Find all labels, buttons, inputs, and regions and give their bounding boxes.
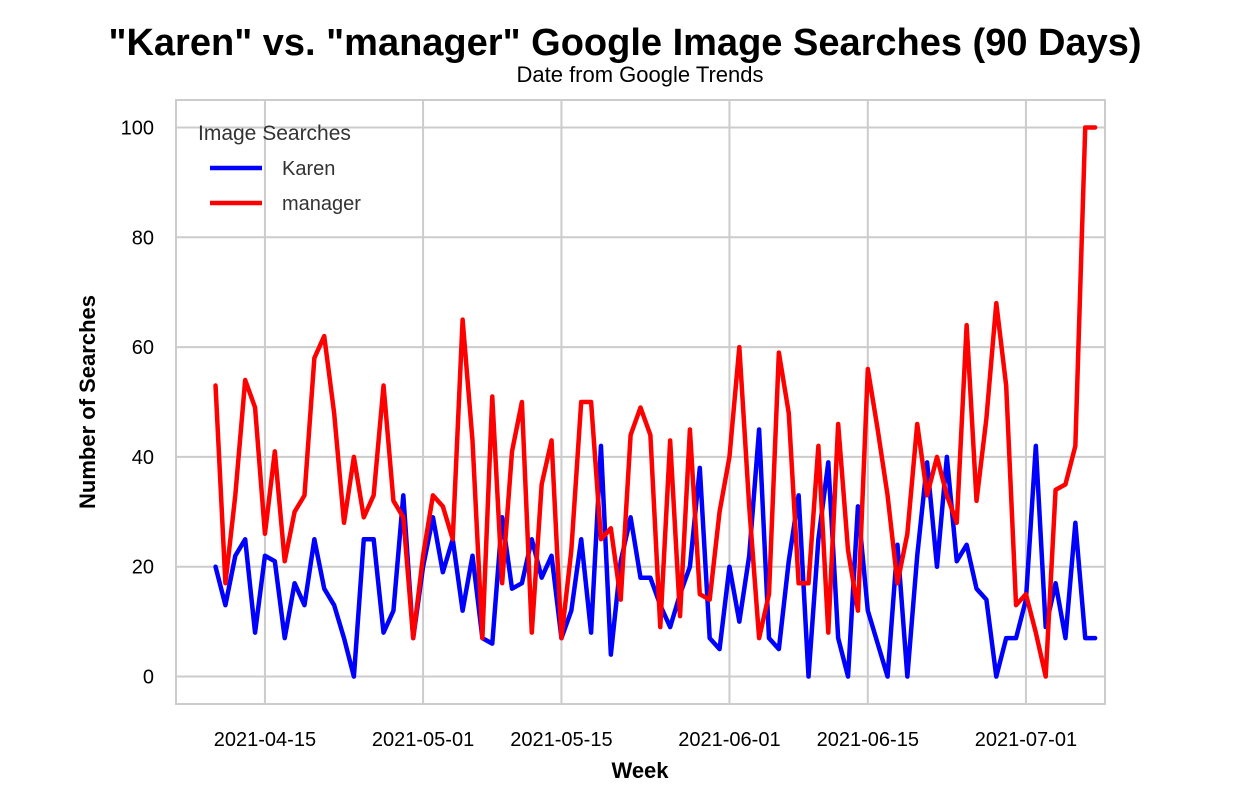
y-tick-label: 40 xyxy=(132,447,154,469)
legend-items: Karen manager xyxy=(210,158,361,215)
y-axis-ticks: 0 20 40 60 80 100 xyxy=(121,117,154,688)
x-tick-label: 2021-06-15 xyxy=(817,729,919,751)
legend-label-karen: Karen xyxy=(282,158,335,180)
legend-label-manager: manager xyxy=(282,193,361,215)
x-tick-label: 2021-05-15 xyxy=(510,729,612,751)
plot-area: 2021-04-15 2021-05-01 2021-05-15 2021-06-01… xyxy=(121,99,1106,751)
series-lines xyxy=(213,125,1098,679)
x-tick-label: 2021-07-01 xyxy=(975,729,1077,751)
x-tick-label: 2021-04-15 xyxy=(214,729,316,751)
series-line-karen xyxy=(213,427,1098,679)
x-tick-label: 2021-06-01 xyxy=(678,729,780,751)
x-axis-ticks: 2021-04-15 2021-05-01 2021-05-15 2021-06-01… xyxy=(214,729,1077,751)
plot-frame xyxy=(175,99,1106,705)
x-tick-label: 2021-05-01 xyxy=(372,729,474,751)
y-axis-label: Number of Searches xyxy=(75,295,100,509)
y-tick-label: 100 xyxy=(121,117,154,139)
x-axis-label: Week xyxy=(611,758,669,783)
legend: Image Searches Karen manager xyxy=(198,122,361,215)
y-tick-label: 60 xyxy=(132,337,154,359)
y-tick-label: 80 xyxy=(132,227,154,249)
y-tick-label: 20 xyxy=(132,557,154,579)
chart-title: "Karen" vs. "manager" Google Image Searc… xyxy=(108,22,1141,64)
series-line-manager xyxy=(213,125,1098,679)
chart-subtitle: Date from Google Trends xyxy=(516,62,763,87)
y-tick-label: 0 xyxy=(143,667,154,689)
legend-title: Image Searches xyxy=(198,122,351,145)
grid xyxy=(176,100,1105,704)
